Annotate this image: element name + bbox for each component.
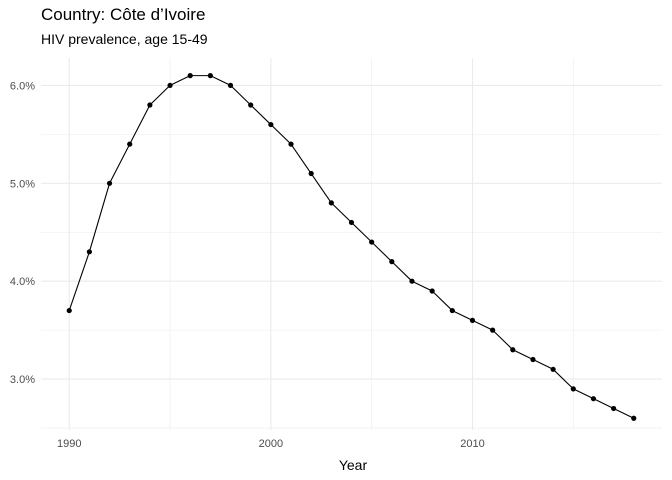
data-point-2001 xyxy=(288,141,294,147)
data-point-2008 xyxy=(429,288,435,294)
y-tick-label-1: 4.0% xyxy=(10,276,35,288)
data-point-1998 xyxy=(227,82,234,89)
series-layer xyxy=(66,73,637,421)
data-point-1991 xyxy=(86,249,92,255)
data-point-2003 xyxy=(328,200,334,206)
data-point-1996 xyxy=(187,73,193,79)
data-point-2014 xyxy=(550,366,556,372)
data-point-2012 xyxy=(510,347,516,353)
data-point-2009 xyxy=(449,307,455,314)
x-tick-label-1: 2000 xyxy=(259,438,283,450)
data-point-1994 xyxy=(147,102,153,108)
x-axis-title: Year xyxy=(339,457,368,473)
data-point-2010 xyxy=(469,317,476,323)
data-point-2016 xyxy=(590,396,597,402)
data-point-2017 xyxy=(611,405,617,412)
data-point-2013 xyxy=(530,356,536,363)
x-tick-label-2: 2010 xyxy=(460,438,484,450)
data-point-1990 xyxy=(66,307,72,314)
data-point-1992 xyxy=(106,180,113,186)
data-point-1997 xyxy=(207,73,213,79)
chart-subtitle: HIV prevalence, age 15-49 xyxy=(41,31,208,47)
data-point-1995 xyxy=(167,82,173,89)
x-tick-label-0: 1990 xyxy=(57,438,81,450)
data-point-2015 xyxy=(570,386,576,392)
data-point-2018 xyxy=(631,415,637,421)
series-line-0 xyxy=(68,75,635,419)
tick-label-layer: 3.0% 4.0% 5.0% 6.0% 1990 2000 2010 xyxy=(10,80,485,450)
data-point-2011 xyxy=(490,327,496,333)
data-point-2005 xyxy=(369,239,375,245)
data-point-2006 xyxy=(389,259,395,265)
data-point-1999 xyxy=(248,102,254,108)
y-tick-label-3: 6.0% xyxy=(10,80,35,92)
data-point-1993 xyxy=(127,141,133,147)
data-point-2007 xyxy=(409,278,415,284)
data-point-2004 xyxy=(348,219,355,226)
grid-layer xyxy=(41,58,662,430)
data-point-2000 xyxy=(268,121,274,128)
y-tick-label-0: 3.0% xyxy=(10,374,35,386)
data-point-2002 xyxy=(308,170,314,177)
y-tick-label-2: 5.0% xyxy=(10,178,35,190)
chart-title: Country: Côte d’Ivoire xyxy=(41,5,206,24)
